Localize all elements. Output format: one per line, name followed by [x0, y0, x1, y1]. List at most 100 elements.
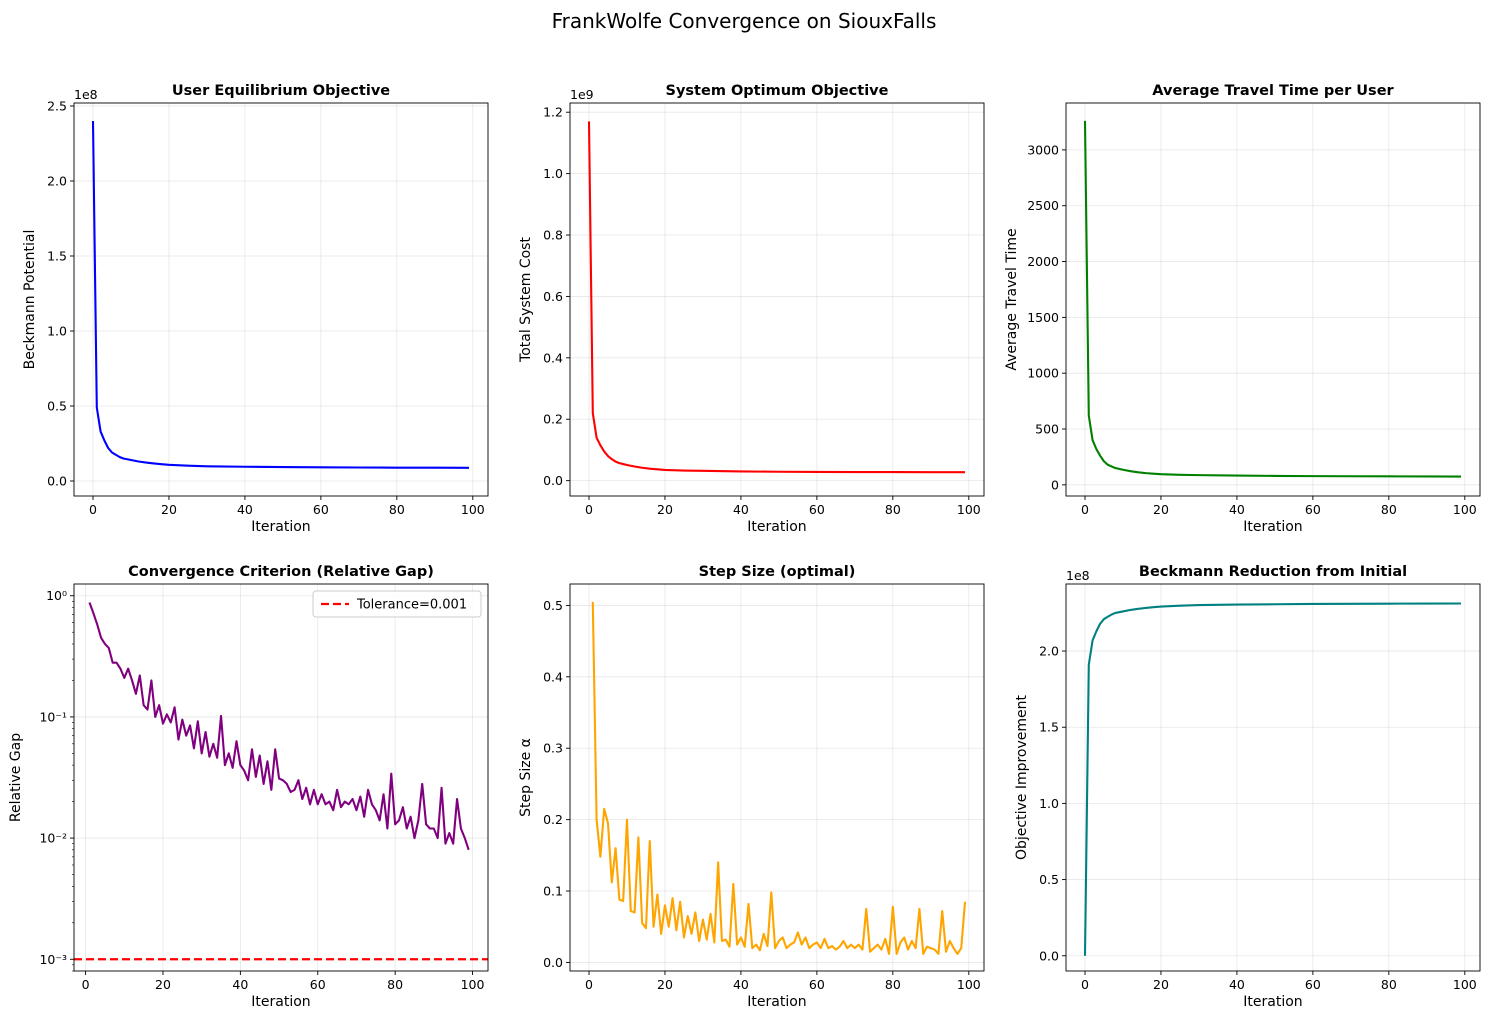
y-tick-label: 10⁻² — [39, 831, 67, 846]
x-tick-label: 100 — [461, 502, 485, 517]
y-tick-label: 3000 — [1027, 142, 1059, 157]
y-tick-label: 1.2 — [543, 105, 563, 120]
subplot-title: Beckmann Reduction from Initial — [1139, 564, 1407, 580]
x-tick-label: 80 — [885, 977, 901, 992]
y-tick-label: 1.5 — [1039, 720, 1059, 735]
y-tick-label: 10⁰ — [46, 588, 67, 603]
x-tick-label: 0 — [585, 502, 593, 517]
x-tick-label: 20 — [155, 977, 171, 992]
y-tick-label: 0.3 — [543, 741, 563, 756]
subplot-title: Average Travel Time per User — [1152, 83, 1394, 99]
axes-frame — [73, 102, 489, 497]
y-tick-label: 0.5 — [1039, 872, 1059, 887]
x-tick-label: 20 — [161, 502, 177, 517]
series-line — [1083, 120, 1462, 478]
y-tick-label: 2.0 — [1039, 644, 1059, 659]
x-tick-label: 80 — [387, 977, 403, 992]
y-tick-label: 10⁻³ — [39, 952, 67, 967]
x-tick-label: 0 — [82, 977, 90, 992]
subplot-grid: 0 20 40 60 80 100 0.0 0.5 1.0 1.5 2.0 2.5 User Equil… — [8, 83, 1481, 1010]
y-tick-label: 0.4 — [543, 669, 563, 684]
legend-box — [312, 590, 482, 618]
legend-label: Tolerance=0.001 — [356, 598, 467, 613]
x-tick-label: 80 — [389, 502, 405, 517]
x-tick-label: 40 — [733, 977, 749, 992]
y-tick-label: 0.8 — [543, 228, 563, 243]
x-tick-label: 60 — [1305, 977, 1321, 992]
x-axis-label: Iteration — [747, 519, 806, 535]
y-tick-label: 10⁻¹ — [39, 709, 67, 724]
x-tick-label: 40 — [237, 502, 253, 517]
x-tick-label: 80 — [1381, 502, 1397, 517]
y-tick-label: 0.4 — [543, 350, 563, 365]
y-axis-label: Step Size α — [518, 738, 534, 817]
series-line — [591, 601, 967, 955]
x-tick-label: 0 — [1081, 977, 1089, 992]
subplot-title: User Equilibrium Objective — [172, 83, 390, 99]
x-tick-label: 20 — [657, 977, 673, 992]
x-axis-label: Iteration — [1243, 994, 1302, 1010]
y-tick-label: 0.2 — [543, 812, 563, 827]
x-tick-label: 40 — [1229, 502, 1245, 517]
y-tick-label: 0.0 — [543, 955, 563, 970]
axes-frame — [73, 583, 489, 972]
subplot-4: 0 20 40 60 80 100 10⁻³ 10⁻² 10⁻¹ 10⁰ Convergence C… — [8, 564, 489, 1010]
axes-frame — [1065, 102, 1481, 497]
x-tick-label: 60 — [809, 502, 825, 517]
y-offset-text: 1e8 — [1066, 568, 1090, 583]
y-axis-label: Total System Cost — [518, 237, 534, 363]
subplot-1: 0 20 40 60 80 100 0.0 0.5 1.0 1.5 2.0 2.5 User Equil… — [22, 83, 489, 535]
x-tick-label: 80 — [885, 502, 901, 517]
subplot-3: 0 20 40 60 80 100050010001500200025003000Aver… — [1004, 83, 1481, 535]
subplot-title: Convergence Criterion (Relative Gap) — [128, 564, 434, 580]
y-tick-label: 1000 — [1027, 366, 1059, 381]
subplot-title: System Optimum Objective — [666, 83, 889, 99]
y-axis-label: Objective Improvement — [1014, 694, 1030, 860]
y-tick-label: 1.5 — [47, 249, 67, 264]
x-tick-label: 40 — [232, 977, 248, 992]
series-line — [1083, 602, 1462, 956]
x-tick-label: 20 — [1153, 977, 1169, 992]
y-tick-label: 0.5 — [47, 399, 67, 414]
y-tick-label: 0.0 — [1039, 948, 1059, 963]
y-tick-label: 0.0 — [543, 473, 563, 488]
y-offset-text: 1e8 — [74, 87, 98, 102]
y-tick-label: 2.5 — [47, 99, 67, 114]
x-axis-label: Iteration — [251, 994, 310, 1010]
x-tick-label: 100 — [1453, 502, 1477, 517]
x-tick-label: 0 — [585, 977, 593, 992]
x-tick-label: 100 — [461, 977, 485, 992]
y-tick-label: 1500 — [1027, 310, 1059, 325]
subplot-6: 0 20 40 60 80 100 0.0 0.5 1.0 1.5 2.0 Beckmann Redu… — [1014, 564, 1481, 1010]
y-tick-label: 500 — [1035, 422, 1059, 437]
x-tick-label: 100 — [957, 977, 981, 992]
x-tick-label: 0 — [1081, 502, 1089, 517]
x-tick-label: 60 — [313, 502, 329, 517]
y-tick-label: 1.0 — [543, 166, 563, 181]
y-tick-label: 0 — [1051, 477, 1059, 492]
x-tick-label: 20 — [1153, 502, 1169, 517]
y-tick-label: 0.2 — [543, 412, 563, 427]
y-tick-label: 0.1 — [543, 884, 563, 899]
x-axis-label: Iteration — [747, 994, 806, 1010]
x-tick-label: 60 — [809, 977, 825, 992]
axes-frame — [1065, 583, 1481, 972]
x-tick-label: 40 — [733, 502, 749, 517]
y-tick-label: 0.5 — [543, 598, 563, 613]
x-tick-label: 100 — [1453, 977, 1477, 992]
x-tick-label: 80 — [1381, 977, 1397, 992]
y-offset-text: 1e9 — [570, 87, 594, 102]
y-tick-label: 1.0 — [47, 324, 67, 339]
x-tick-label: 20 — [657, 502, 673, 517]
y-tick-label: 2500 — [1027, 198, 1059, 213]
x-axis-label: Iteration — [251, 519, 310, 535]
y-axis-label: Average Travel Time — [1004, 228, 1020, 370]
series-line — [587, 121, 966, 474]
x-tick-label: 0 — [89, 502, 97, 517]
axes-frame — [569, 102, 985, 497]
x-tick-label: 40 — [1229, 977, 1245, 992]
series-line — [88, 602, 470, 851]
y-axis-label: Beckmann Potential — [22, 230, 38, 370]
y-tick-label: 2.0 — [47, 174, 67, 189]
